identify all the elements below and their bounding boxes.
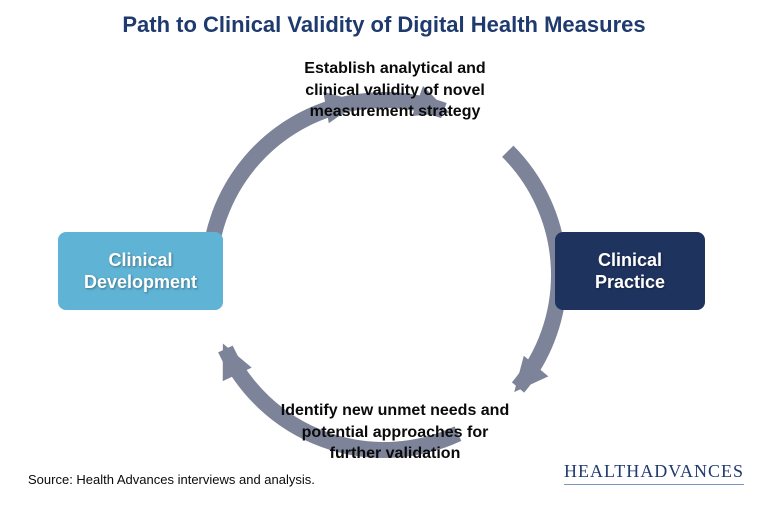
step-label-top-step: Establish analytical andclinical validit… — [250, 58, 540, 123]
node-clinical-practice: ClinicalPractice — [555, 232, 705, 310]
logo-word-1: HEALTH — [564, 461, 640, 481]
brand-logo: HEALTHADVANCES — [564, 462, 744, 485]
logo-underline — [564, 484, 744, 485]
step-label-bottom-step: Identify new unmet needs andpotential ap… — [240, 400, 550, 465]
logo-word-2: ADVANCES — [640, 461, 744, 481]
node-clinical-development: ClinicalDevelopment — [58, 232, 223, 310]
source-citation: Source: Health Advances interviews and a… — [28, 472, 315, 487]
